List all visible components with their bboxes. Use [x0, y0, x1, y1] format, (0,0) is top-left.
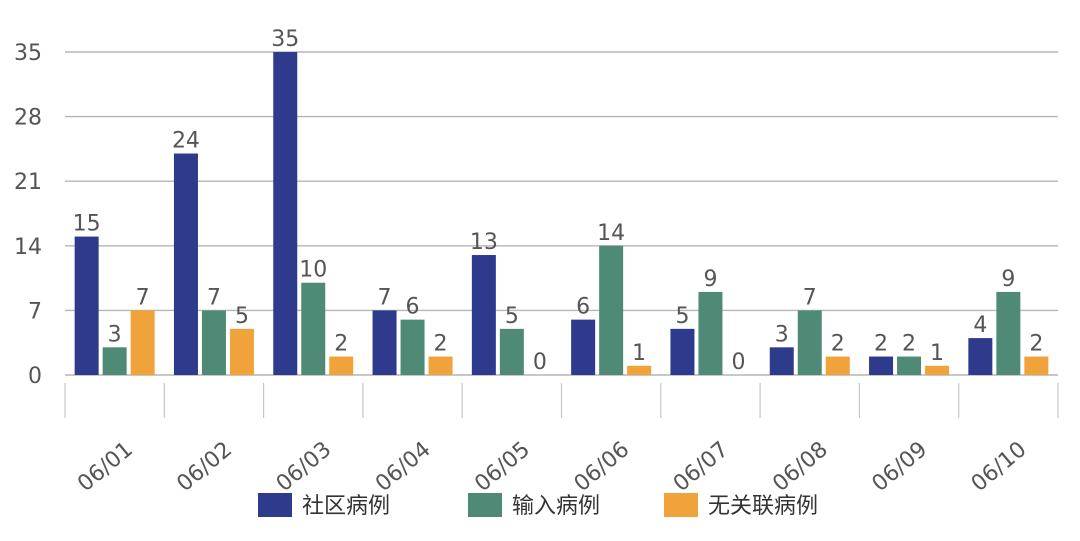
- bar-1-06-09: [869, 356, 894, 375]
- bar-value-label: 9: [1001, 267, 1015, 292]
- bar-3-06-09: [925, 365, 950, 375]
- bar-value-label: 3: [775, 322, 789, 347]
- y-tick-label: 14: [14, 235, 42, 260]
- bar-1-06-08: [769, 347, 794, 375]
- bar-3-06-02: [229, 328, 254, 375]
- bar-1-06-06: [571, 319, 596, 375]
- x-tick-label: 06/01: [73, 437, 138, 497]
- bar-2-06-06: [599, 245, 624, 375]
- bar-2-06-03: [301, 282, 326, 375]
- bar-3-06-06: [627, 365, 652, 375]
- bar-1-06-07: [670, 328, 695, 375]
- y-tick-label: 28: [14, 106, 42, 131]
- x-tick-label: 06/02: [172, 437, 237, 497]
- bar-2-06-04: [400, 319, 425, 375]
- y-tick-label: 21: [14, 170, 42, 195]
- bar-value-label: 7: [803, 285, 817, 310]
- bar-value-label: 1: [632, 341, 646, 366]
- x-tick-label: 06/06: [570, 437, 635, 497]
- bar-value-label: 5: [505, 304, 519, 329]
- bar-value-label: 2: [874, 332, 888, 357]
- bar-value-label: 14: [597, 221, 625, 246]
- bar-value-label: 6: [576, 295, 590, 320]
- bar-2-06-02: [201, 310, 226, 375]
- bar-1-06-04: [372, 310, 397, 375]
- bar-value-label: 2: [1029, 332, 1043, 357]
- legend-swatch-2: [468, 493, 502, 517]
- bar-1-06-05: [471, 255, 496, 375]
- bar-1-06-03: [273, 52, 298, 375]
- bar-value-label: 3: [108, 322, 122, 347]
- bar-2-06-07: [698, 291, 723, 375]
- legend-label-3: 无关联病例: [708, 494, 818, 519]
- bar-value-label: 7: [207, 285, 221, 310]
- bar-value-label: 1: [930, 341, 944, 366]
- bar-1-06-01: [74, 236, 99, 375]
- bar-value-label: 2: [902, 332, 916, 357]
- bar-value-label: 6: [406, 295, 420, 320]
- bar-value-label: 2: [334, 332, 348, 357]
- x-tick-label: 06/04: [371, 437, 436, 497]
- legend-swatch-1: [258, 493, 292, 517]
- bar-3-06-08: [825, 356, 850, 375]
- bar-value-label: 0: [731, 350, 745, 375]
- legend-label-2: 输入病例: [512, 494, 600, 519]
- bar-value-label: 2: [831, 332, 845, 357]
- bar-value-label: 0: [533, 350, 547, 375]
- x-tick-label: 06/05: [470, 437, 535, 497]
- bar-3-06-10: [1024, 356, 1049, 375]
- bar-value-label: 5: [675, 304, 689, 329]
- x-tick-label: 06/03: [272, 437, 337, 497]
- bar-2-06-01: [102, 347, 127, 375]
- legend-label-1: 社区病例: [302, 494, 390, 519]
- bar-value-label: 9: [703, 267, 717, 292]
- bar-value-label: 7: [136, 285, 150, 310]
- bar-value-label: 10: [299, 258, 327, 283]
- y-tick-label: 35: [14, 41, 42, 66]
- bar-3-06-04: [428, 356, 453, 375]
- bar-value-label: 2: [434, 332, 448, 357]
- y-tick-label: 7: [28, 299, 42, 324]
- bar-2-06-10: [996, 291, 1021, 375]
- bar-value-label: 15: [73, 212, 101, 237]
- bar-value-label: 7: [378, 285, 392, 310]
- x-tick-label: 06/09: [868, 437, 933, 497]
- bar-2-06-05: [499, 328, 524, 375]
- bar-value-label: 35: [271, 27, 299, 52]
- x-tick-label: 06/07: [669, 437, 734, 497]
- bar-1-06-02: [173, 153, 198, 375]
- bar-1-06-10: [968, 338, 993, 375]
- bar-value-label: 13: [470, 230, 498, 255]
- x-tick-label: 06/10: [967, 437, 1032, 497]
- bar-3-06-01: [130, 310, 155, 375]
- x-tick-label: 06/08: [768, 437, 833, 497]
- bar-2-06-08: [797, 310, 822, 375]
- bar-3-06-03: [329, 356, 354, 375]
- y-tick-label: 0: [28, 364, 42, 389]
- legend-swatch-3: [664, 493, 698, 517]
- bar-value-label: 24: [172, 129, 200, 154]
- bar-value-label: 4: [973, 313, 987, 338]
- bar-2-06-09: [897, 356, 922, 375]
- bar-value-label: 5: [235, 304, 249, 329]
